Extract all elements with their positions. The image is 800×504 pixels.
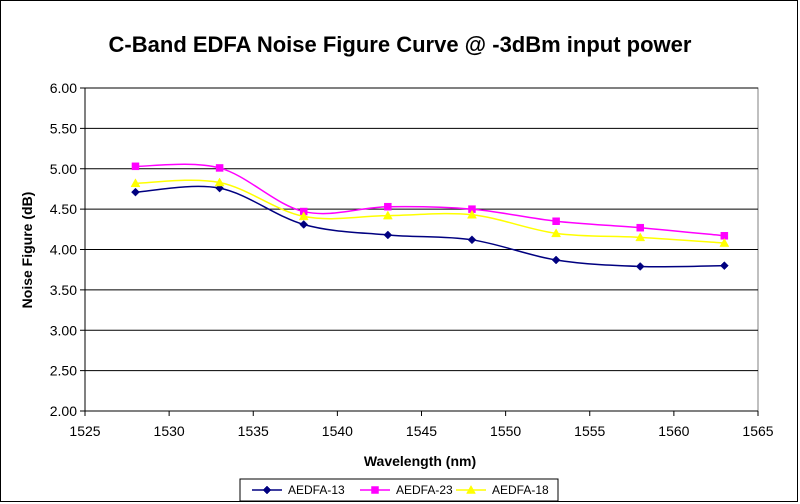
x-tick-label: 1545 — [406, 423, 437, 439]
x-tick-label: 1535 — [238, 423, 269, 439]
data-point-aedfa-23 — [384, 202, 392, 211]
y-tick-label: 3.00 — [50, 322, 77, 338]
series-line-aedfa-23 — [135, 163, 725, 237]
x-tick-label: 1540 — [322, 423, 353, 439]
data-point-aedfa-13 — [299, 220, 309, 229]
series-line-aedfa-18 — [135, 179, 725, 244]
data-point-aedfa-18 — [214, 177, 225, 187]
legend-label-aedfa-23: AEDFA-23 — [396, 483, 453, 497]
data-point-aedfa-18 — [130, 178, 141, 188]
data-point-aedfa-23 — [215, 164, 224, 172]
series-aedfa-13 — [131, 183, 729, 271]
data-point-aedfa-13 — [383, 230, 393, 240]
legend-marker-aedfa-13 — [262, 485, 272, 495]
chart-title: C-Band EDFA Noise Figure Curve @ -3dBm i… — [109, 32, 692, 57]
legend-box — [239, 478, 559, 502]
y-tick-label: 2.50 — [50, 363, 77, 379]
axes — [80, 87, 759, 416]
y-tick-label: 5.50 — [50, 120, 77, 136]
data-point-aedfa-13 — [551, 255, 561, 265]
data-point-aedfa-23 — [636, 223, 644, 232]
legend-marker-aedfa-18 — [466, 484, 476, 494]
x-tick-labels: 1525 1530 1535 1540 1545 1550 1555 1560 1565 — [69, 423, 773, 439]
legend-marker-aedfa-23 — [371, 486, 379, 494]
data-point-aedfa-18 — [298, 211, 309, 221]
x-tick-label: 1530 — [154, 423, 185, 439]
y-axis-title: Noise Figure (dB) — [19, 192, 35, 309]
legend-label-aedfa-13: AEDFA-13 — [288, 483, 345, 497]
series-group — [130, 162, 730, 271]
x-axis-title: Wavelength (nm) — [364, 453, 476, 469]
data-point-aedfa-13 — [467, 235, 477, 245]
y-tick-label: 4.50 — [50, 201, 77, 217]
series-line-aedfa-13 — [135, 185, 725, 268]
data-point-aedfa-18 — [551, 228, 562, 238]
legend: AEDFA-13 AEDFA-23 AEDFA-18 — [239, 478, 559, 502]
data-point-aedfa-18 — [467, 209, 477, 219]
x-tick-label: 1565 — [742, 423, 773, 439]
data-point-aedfa-13 — [635, 262, 645, 271]
x-tick-label: 1555 — [574, 423, 605, 439]
data-point-aedfa-18 — [382, 210, 393, 220]
data-point-aedfa-13 — [719, 261, 729, 271]
data-point-aedfa-23 — [131, 162, 140, 171]
y-tick-label: 5.00 — [50, 161, 77, 177]
x-tick-label: 1525 — [69, 423, 100, 439]
y-tick-label: 6.00 — [50, 80, 77, 96]
data-point-aedfa-18 — [719, 238, 730, 247]
data-point-aedfa-18 — [635, 232, 646, 242]
data-point-aedfa-13 — [131, 187, 140, 197]
y-tick-label: 3.50 — [50, 282, 77, 298]
y-tick-label: 4.00 — [50, 242, 77, 258]
data-point-aedfa-23 — [552, 217, 560, 225]
x-tick-label: 1560 — [658, 423, 689, 439]
gridlines — [85, 87, 758, 412]
y-tick-label: 2.00 — [50, 403, 77, 419]
x-tick-label: 1550 — [490, 423, 521, 439]
series-aedfa-18 — [130, 177, 730, 247]
legend-label-aedfa-18: AEDFA-18 — [492, 483, 549, 497]
y-tick-labels: 2.00 2.50 3.00 3.50 4.00 4.50 5.00 5.50 6.00 — [50, 80, 77, 419]
